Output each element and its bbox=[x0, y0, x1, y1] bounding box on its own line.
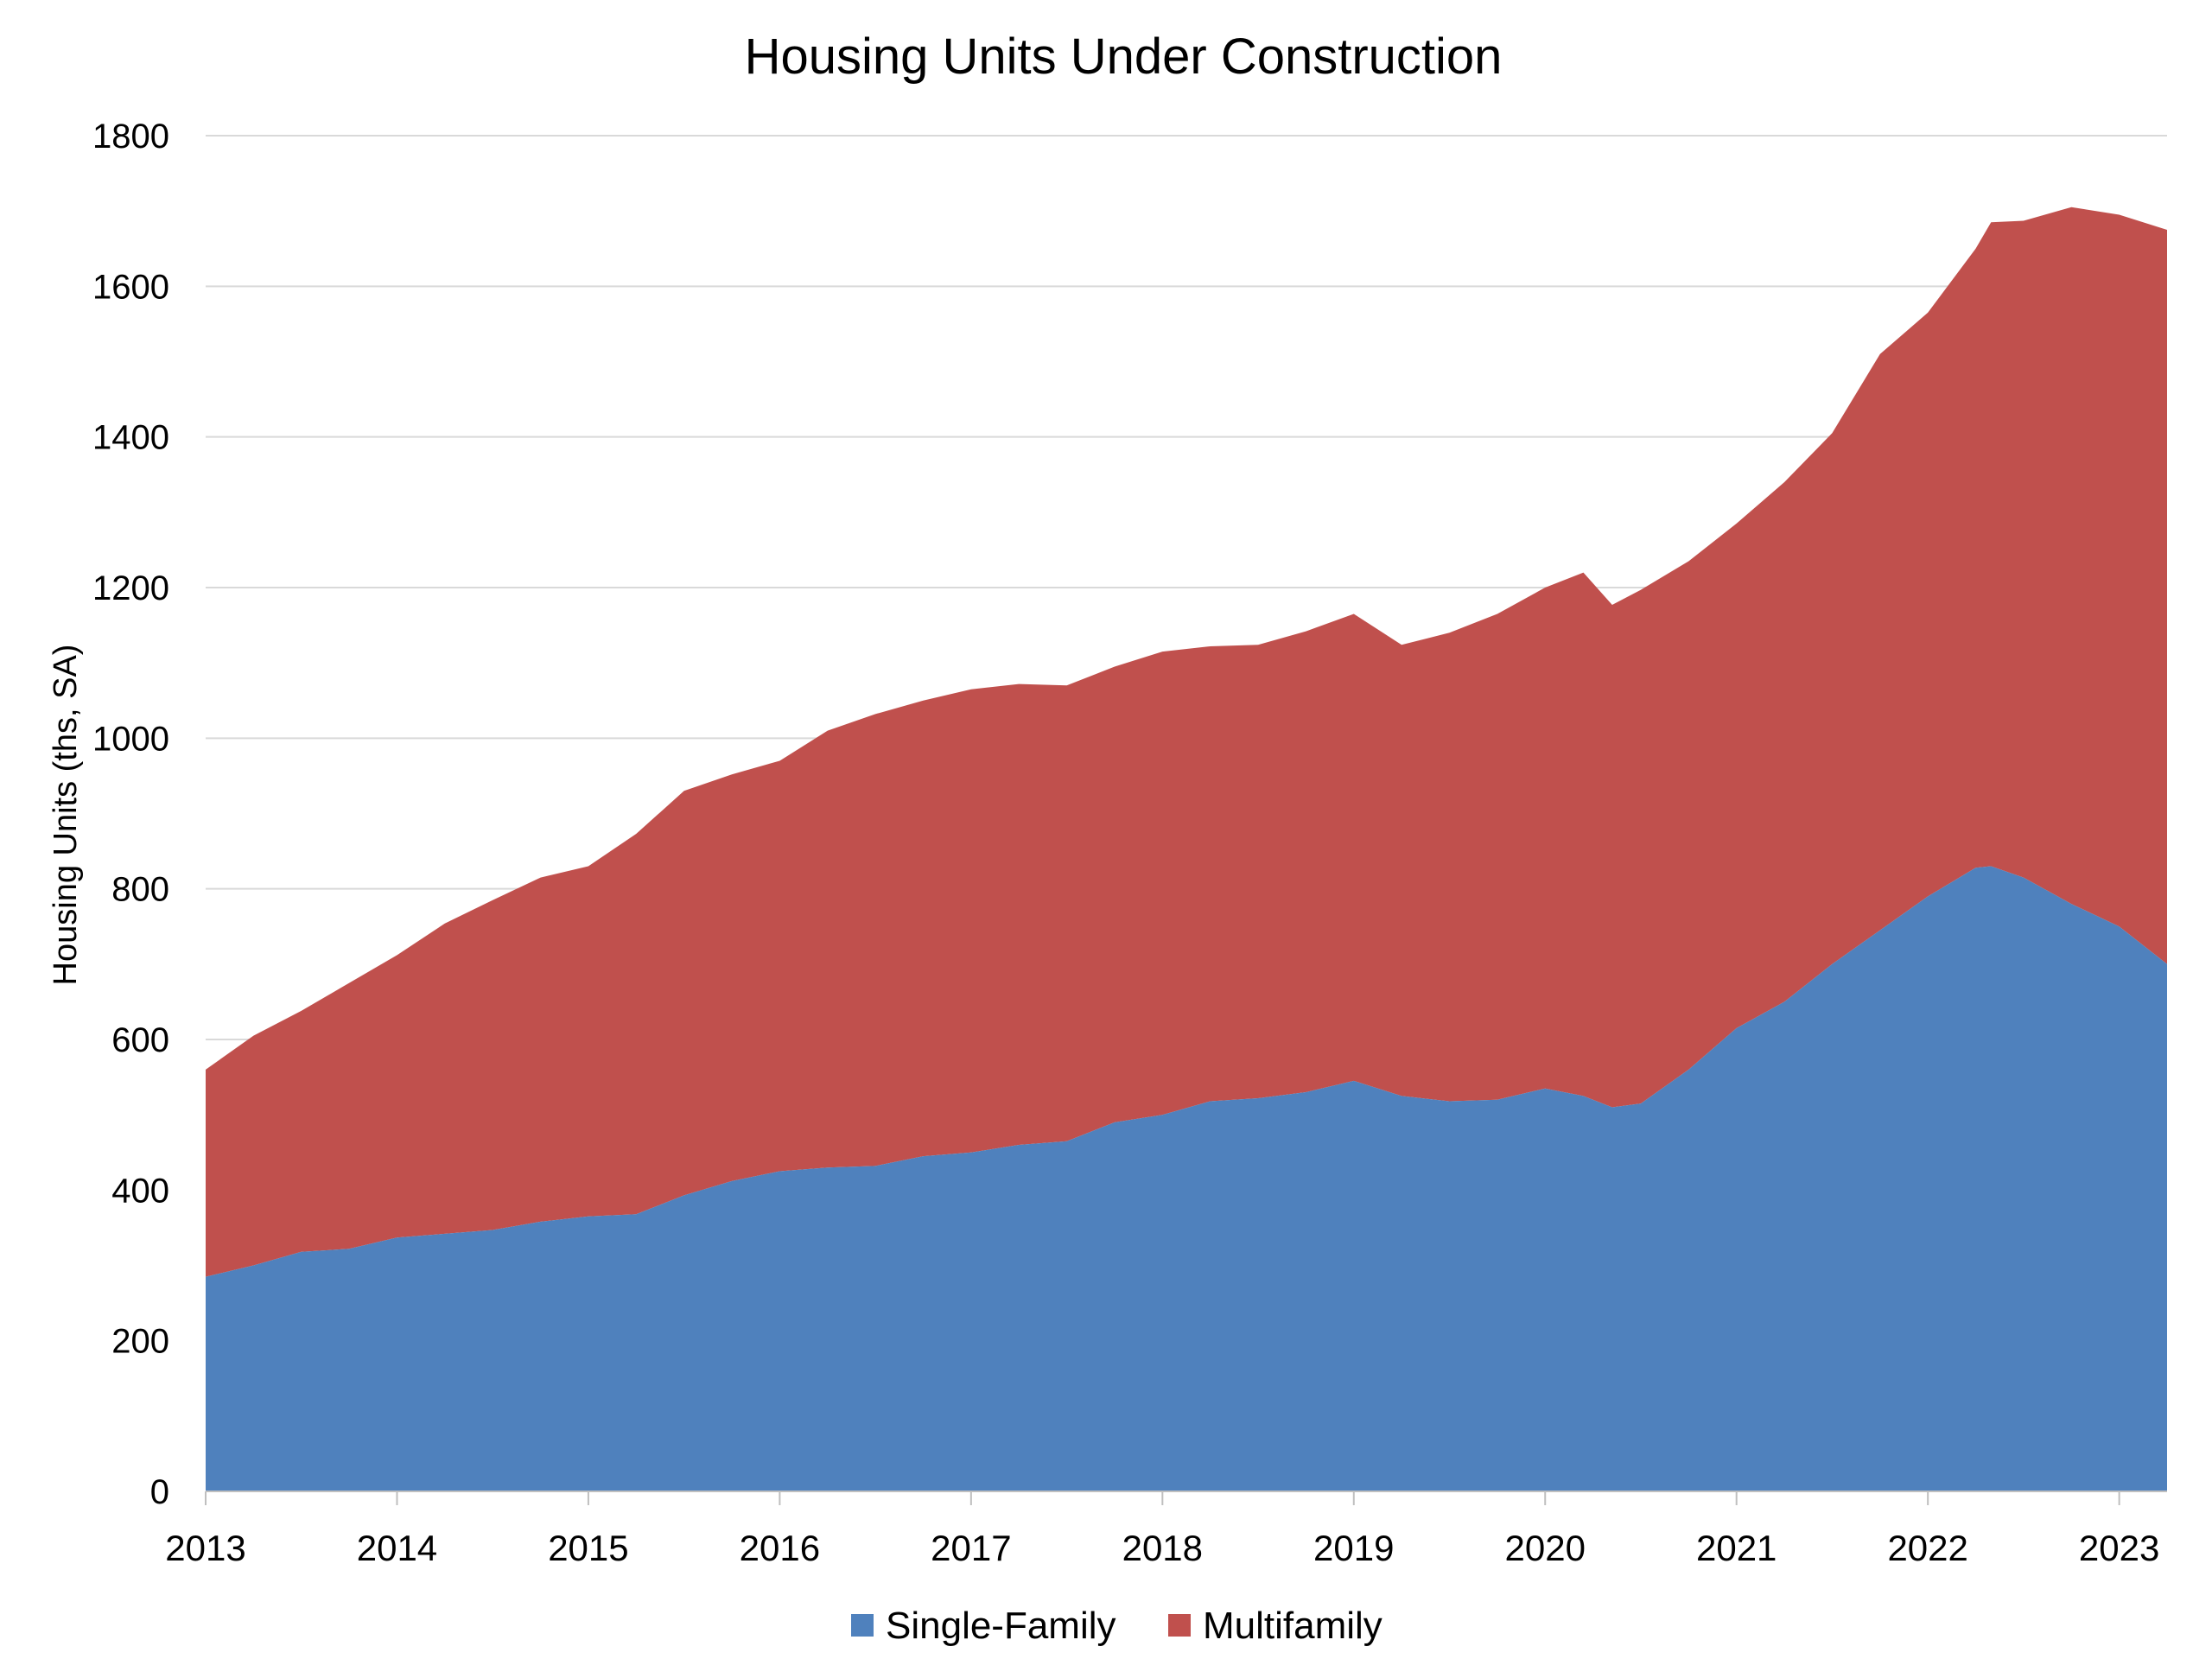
x-tick-label: 2018 bbox=[1122, 1528, 1203, 1568]
x-tick-label: 2023 bbox=[2079, 1528, 2159, 1568]
y-axis: 0 200 400 600 800 1000 1200 1400 1600 1800 bbox=[92, 118, 169, 1511]
legend-swatch bbox=[1168, 1614, 1191, 1637]
x-axis bbox=[205, 1491, 2167, 1505]
y-tick-label: 1000 bbox=[92, 720, 169, 758]
y-tick-label: 1600 bbox=[92, 268, 169, 306]
x-tick-label: 2016 bbox=[740, 1528, 820, 1568]
y-tick-label: 400 bbox=[111, 1172, 169, 1210]
y-tick-label: 1400 bbox=[92, 419, 169, 457]
multifamily-area bbox=[206, 207, 2167, 1277]
legend-swatch bbox=[851, 1614, 874, 1637]
y-tick-label: 1800 bbox=[92, 118, 169, 156]
x-tick-label: 2021 bbox=[1696, 1528, 1777, 1568]
y-tick-label: 1200 bbox=[92, 569, 169, 607]
chart-title: Housing Units Under Construction bbox=[745, 29, 1503, 85]
single-family-area bbox=[206, 866, 2167, 1491]
x-tick-label: 2013 bbox=[165, 1528, 245, 1568]
x-tick-label: 2019 bbox=[1313, 1528, 1394, 1568]
legend-label: Single-Family bbox=[886, 1605, 1116, 1647]
x-tick-labels: 2013 2014 2015 2016 2017 2018 2019 2020 2021 2022… bbox=[165, 1528, 2159, 1568]
x-tick-label: 2014 bbox=[357, 1528, 437, 1568]
x-tick-label: 2020 bbox=[1505, 1528, 1586, 1568]
x-tick-label: 2017 bbox=[931, 1528, 1011, 1568]
y-axis-label: Housing Units (ths, SA) bbox=[48, 645, 84, 986]
area-series bbox=[206, 207, 2167, 1491]
y-tick-label: 200 bbox=[111, 1323, 169, 1361]
legend: Single-Family Multifamily bbox=[851, 1605, 1382, 1647]
y-tick-label: 600 bbox=[111, 1021, 169, 1059]
x-tick-label: 2015 bbox=[548, 1528, 628, 1568]
legend-label: Multifamily bbox=[1203, 1605, 1382, 1647]
x-tick-label: 2022 bbox=[1887, 1528, 1967, 1568]
y-tick-label: 0 bbox=[150, 1473, 169, 1511]
y-tick-label: 800 bbox=[111, 871, 169, 909]
